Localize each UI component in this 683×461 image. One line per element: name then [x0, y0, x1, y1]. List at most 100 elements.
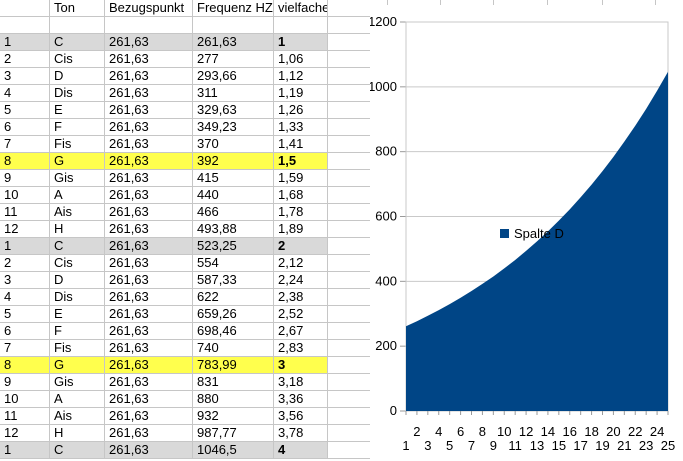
cell-frequenz[interactable]: 783,99	[193, 357, 274, 374]
cell-bezugspunkt[interactable]: 261,63	[105, 102, 193, 119]
cell-index[interactable]: 10	[0, 391, 50, 408]
cell-ton[interactable]: A	[50, 391, 105, 408]
cell-index[interactable]: 4	[0, 85, 50, 102]
cell-index[interactable]: 9	[0, 374, 50, 391]
cell-vielfache[interactable]: 3,56	[274, 408, 328, 425]
cell-frequenz[interactable]: 932	[193, 408, 274, 425]
empty-cell[interactable]	[328, 238, 370, 255]
empty-cell[interactable]	[328, 187, 370, 204]
cell-frequenz[interactable]: 523,25	[193, 238, 274, 255]
cell-frequenz[interactable]: 311	[193, 85, 274, 102]
empty-cell[interactable]	[328, 306, 370, 323]
cell-ton[interactable]: F	[50, 323, 105, 340]
column-header-row-number[interactable]	[0, 0, 50, 17]
empty-cell[interactable]	[328, 68, 370, 85]
empty-cell[interactable]	[0, 17, 50, 34]
cell-vielfache[interactable]: 2,12	[274, 255, 328, 272]
cell-index[interactable]: 5	[0, 306, 50, 323]
empty-cell[interactable]	[328, 272, 370, 289]
cell-ton[interactable]: Ais	[50, 408, 105, 425]
cell-bezugspunkt[interactable]: 261,63	[105, 136, 193, 153]
cell-index[interactable]: 7	[0, 340, 50, 357]
cell-ton[interactable]: D	[50, 272, 105, 289]
cell-vielfache[interactable]: 2,52	[274, 306, 328, 323]
cell-ton[interactable]: Gis	[50, 170, 105, 187]
cell-vielfache[interactable]: 1,59	[274, 170, 328, 187]
empty-cell[interactable]	[328, 85, 370, 102]
empty-cell[interactable]	[328, 102, 370, 119]
column-header-Frequenz HZ[interactable]: Frequenz HZ	[193, 0, 274, 17]
cell-index[interactable]: 7	[0, 136, 50, 153]
cell-index[interactable]: 11	[0, 408, 50, 425]
cell-bezugspunkt[interactable]: 261,63	[105, 425, 193, 442]
cell-bezugspunkt[interactable]: 261,63	[105, 187, 193, 204]
cell-index[interactable]: 5	[0, 102, 50, 119]
cell-vielfache[interactable]: 1,26	[274, 102, 328, 119]
cell-index[interactable]: 2	[0, 255, 50, 272]
empty-cell[interactable]	[50, 17, 105, 34]
cell-index[interactable]: 2	[0, 51, 50, 68]
cell-bezugspunkt[interactable]: 261,63	[105, 323, 193, 340]
cell-bezugspunkt[interactable]: 261,63	[105, 255, 193, 272]
cell-ton[interactable]: C	[50, 442, 105, 459]
cell-frequenz[interactable]: 1046,5	[193, 442, 274, 459]
empty-cell[interactable]	[328, 136, 370, 153]
empty-cell[interactable]	[328, 340, 370, 357]
cell-frequenz[interactable]: 831	[193, 374, 274, 391]
cell-vielfache[interactable]: 2,67	[274, 323, 328, 340]
cell-index[interactable]: 3	[0, 68, 50, 85]
empty-cell[interactable]	[328, 289, 370, 306]
cell-index[interactable]: 11	[0, 204, 50, 221]
cell-frequenz[interactable]: 415	[193, 170, 274, 187]
empty-cell[interactable]	[328, 255, 370, 272]
cell-index[interactable]: 12	[0, 221, 50, 238]
cell-index[interactable]: 9	[0, 170, 50, 187]
cell-ton[interactable]: Fis	[50, 340, 105, 357]
empty-cell[interactable]	[328, 221, 370, 238]
empty-cell[interactable]	[328, 204, 370, 221]
cell-frequenz[interactable]: 554	[193, 255, 274, 272]
cell-bezugspunkt[interactable]: 261,63	[105, 340, 193, 357]
frequency-area-chart[interactable]: 0 200 400 600 800 1000 1200 1 2 3 4 5 6 7 8 9 10 11 12 13 14…	[370, 6, 683, 461]
empty-cell[interactable]	[328, 0, 370, 17]
empty-cell[interactable]	[328, 51, 370, 68]
cell-bezugspunkt[interactable]: 261,63	[105, 272, 193, 289]
empty-cell[interactable]	[193, 17, 274, 34]
cell-vielfache[interactable]: 4	[274, 442, 328, 459]
cell-frequenz[interactable]: 659,26	[193, 306, 274, 323]
cell-bezugspunkt[interactable]: 261,63	[105, 51, 193, 68]
cell-index[interactable]: 6	[0, 119, 50, 136]
cell-bezugspunkt[interactable]: 261,63	[105, 408, 193, 425]
cell-bezugspunkt[interactable]: 261,63	[105, 153, 193, 170]
cell-ton[interactable]: Dis	[50, 85, 105, 102]
cell-bezugspunkt[interactable]: 261,63	[105, 391, 193, 408]
cell-frequenz[interactable]: 587,33	[193, 272, 274, 289]
cell-index[interactable]: 4	[0, 289, 50, 306]
cell-ton[interactable]: A	[50, 187, 105, 204]
cell-ton[interactable]: Fis	[50, 136, 105, 153]
cell-bezugspunkt[interactable]: 261,63	[105, 119, 193, 136]
cell-index[interactable]: 8	[0, 153, 50, 170]
cell-frequenz[interactable]: 466	[193, 204, 274, 221]
cell-vielfache[interactable]: 1,78	[274, 204, 328, 221]
cell-vielfache[interactable]: 2,24	[274, 272, 328, 289]
cell-bezugspunkt[interactable]: 261,63	[105, 85, 193, 102]
cell-bezugspunkt[interactable]: 261,63	[105, 238, 193, 255]
empty-cell[interactable]	[328, 17, 370, 34]
cell-vielfache[interactable]: 3,36	[274, 391, 328, 408]
cell-index[interactable]: 10	[0, 187, 50, 204]
cell-bezugspunkt[interactable]: 261,63	[105, 306, 193, 323]
cell-ton[interactable]: H	[50, 221, 105, 238]
cell-ton[interactable]: Cis	[50, 255, 105, 272]
cell-vielfache[interactable]: 1,06	[274, 51, 328, 68]
cell-ton[interactable]: H	[50, 425, 105, 442]
cell-frequenz[interactable]: 293,66	[193, 68, 274, 85]
cell-bezugspunkt[interactable]: 261,63	[105, 68, 193, 85]
cell-ton[interactable]: G	[50, 153, 105, 170]
empty-cell[interactable]	[328, 391, 370, 408]
cell-ton[interactable]: Cis	[50, 51, 105, 68]
cell-vielfache[interactable]: 3	[274, 357, 328, 374]
cell-frequenz[interactable]: 261,63	[193, 34, 274, 51]
cell-frequenz[interactable]: 329,63	[193, 102, 274, 119]
cell-ton[interactable]: E	[50, 102, 105, 119]
